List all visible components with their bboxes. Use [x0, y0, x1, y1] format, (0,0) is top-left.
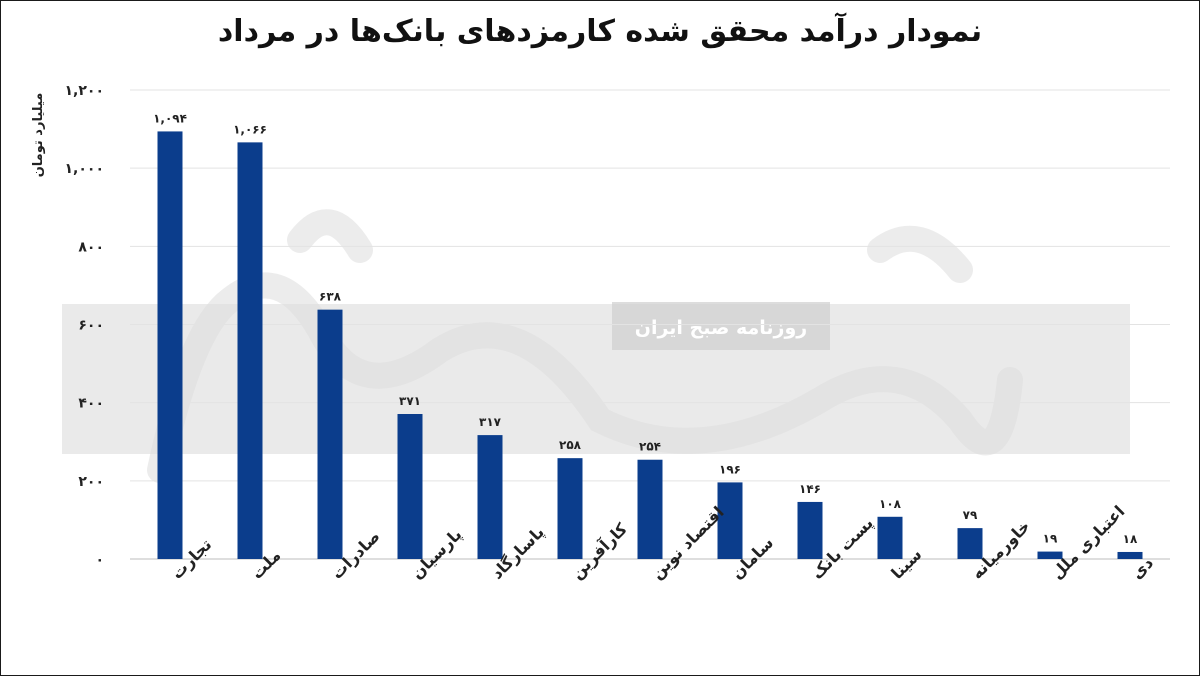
data-label: ۲۵۸	[559, 438, 582, 452]
data-label: ۳۷۱	[399, 394, 421, 408]
bar	[717, 482, 743, 559]
watermark-logo-dots	[287, 209, 973, 283]
y-tick-label: ۱,۰۰۰	[65, 161, 105, 177]
data-label: ۲۵۴	[639, 440, 661, 454]
y-tick-label: ۰	[95, 552, 104, 568]
x-category-label: اعتباری ملل	[1047, 502, 1128, 583]
data-label: ۷۹	[963, 508, 978, 522]
data-label: ۱۰۸	[879, 497, 902, 511]
bar	[477, 435, 503, 559]
bar	[557, 458, 583, 559]
bar	[157, 131, 183, 559]
data-label: ۱۹۶	[719, 462, 741, 476]
chart-title: نمودار درآمد محقق شده کارمزدهای بانک‌ها …	[217, 14, 983, 49]
bar	[1037, 551, 1063, 559]
y-tick-label: ۲۰۰	[78, 474, 104, 490]
bar	[237, 142, 263, 559]
bar	[317, 309, 343, 559]
bar	[797, 501, 823, 559]
bar	[637, 459, 663, 559]
gridlines	[130, 89, 1170, 560]
watermark-publisher-box	[612, 302, 830, 350]
bar	[957, 528, 983, 559]
data-label: ۶۳۸	[319, 290, 342, 304]
y-axis-label: میلیارد تومان	[31, 93, 46, 178]
y-axis-ticks: ۰ ۲۰۰ ۴۰۰ ۶۰۰ ۸۰۰ ۱,۰۰۰ ۱,۲۰۰	[65, 83, 105, 568]
data-labels: ۱,۰۹۴ ۱,۰۶۶ ۶۳۸ ۳۷۱ ۳۱۷ ۲۵۸ ۲۵۴ ۱۹۶ ۱۴۶ ۱۰۸ ۷۹ ۱۹ ۱۸	[153, 111, 1138, 546]
y-tick-label: ۴۰۰	[78, 396, 104, 412]
watermark-publisher: روزنامه صبح ایران	[635, 317, 807, 339]
data-label: ۱۸	[1123, 532, 1138, 546]
y-tick-label: ۸۰۰	[78, 239, 104, 255]
bar	[397, 414, 423, 559]
bar	[877, 516, 903, 559]
data-label: ۱,۰۹۴	[153, 111, 187, 125]
data-label: ۱,۰۶۶	[233, 122, 267, 136]
y-tick-label: ۱,۲۰۰	[65, 83, 105, 99]
watermark: روزنامه صبح ایران	[62, 209, 1130, 483]
data-label: ۱۹	[1043, 532, 1058, 546]
y-tick-label: ۶۰۰	[78, 318, 104, 334]
data-label: ۱۴۶	[799, 482, 821, 496]
bars	[157, 131, 1143, 559]
bar	[1117, 551, 1143, 559]
data-label: ۳۱۷	[479, 415, 502, 429]
